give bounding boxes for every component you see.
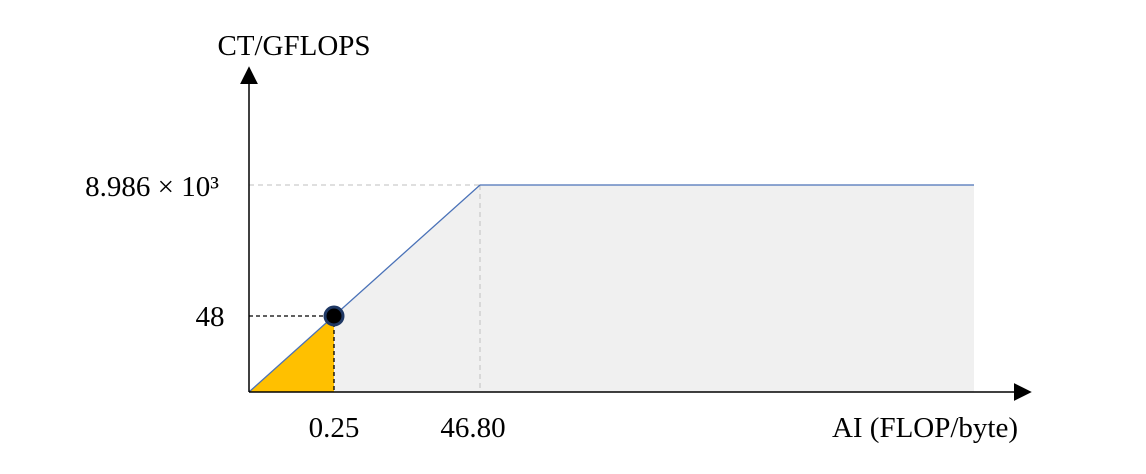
y-axis-label: CT/GFLOPS [217, 30, 370, 62]
roofline-line [248, 184, 974, 393]
x-tick-label-46-80: 46.80 [440, 412, 505, 444]
y-tick-label-48: 48 [196, 301, 225, 333]
attainable-performance-area [249, 185, 974, 392]
x-axis-label: AI (FLOP/byte) [832, 412, 1018, 444]
data-point [323, 305, 345, 327]
x-tick-label-0-25: 0.25 [309, 412, 360, 444]
y-tick-label-8986: 8.986 × 10³ [85, 171, 219, 203]
